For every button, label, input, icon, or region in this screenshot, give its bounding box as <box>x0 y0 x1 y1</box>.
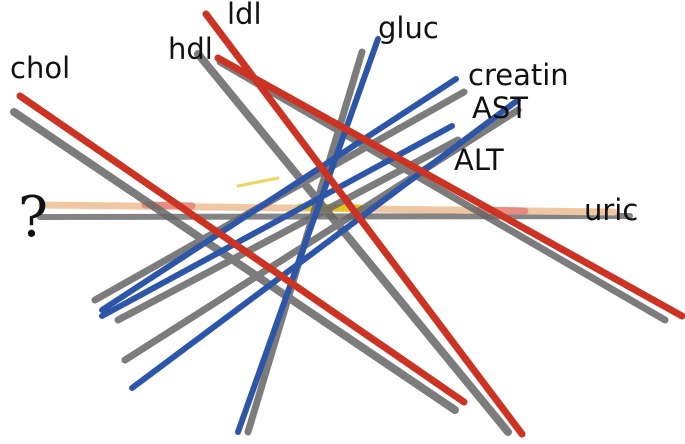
gluc-stick <box>235 36 381 435</box>
uric-label: uric <box>584 193 639 227</box>
stick-shadows <box>10 48 669 436</box>
chol-stick <box>16 92 468 406</box>
ast-label: AST <box>472 91 528 125</box>
red-sticks <box>16 10 685 438</box>
ast-stick <box>129 97 521 391</box>
question-mark-label: ? <box>18 185 49 250</box>
creatin-label: creatin <box>468 58 569 92</box>
blue-sticks <box>99 36 521 435</box>
creatin-stick <box>99 76 459 313</box>
yellow-highlight <box>236 176 280 188</box>
gluc-label: gluc <box>378 11 439 45</box>
ldl-label: ldl <box>227 0 262 31</box>
hdl-label: hdl <box>168 32 213 66</box>
chol-label: chol <box>10 51 71 85</box>
hdl-stick <box>214 54 685 320</box>
alt-label: ALT <box>454 143 504 177</box>
